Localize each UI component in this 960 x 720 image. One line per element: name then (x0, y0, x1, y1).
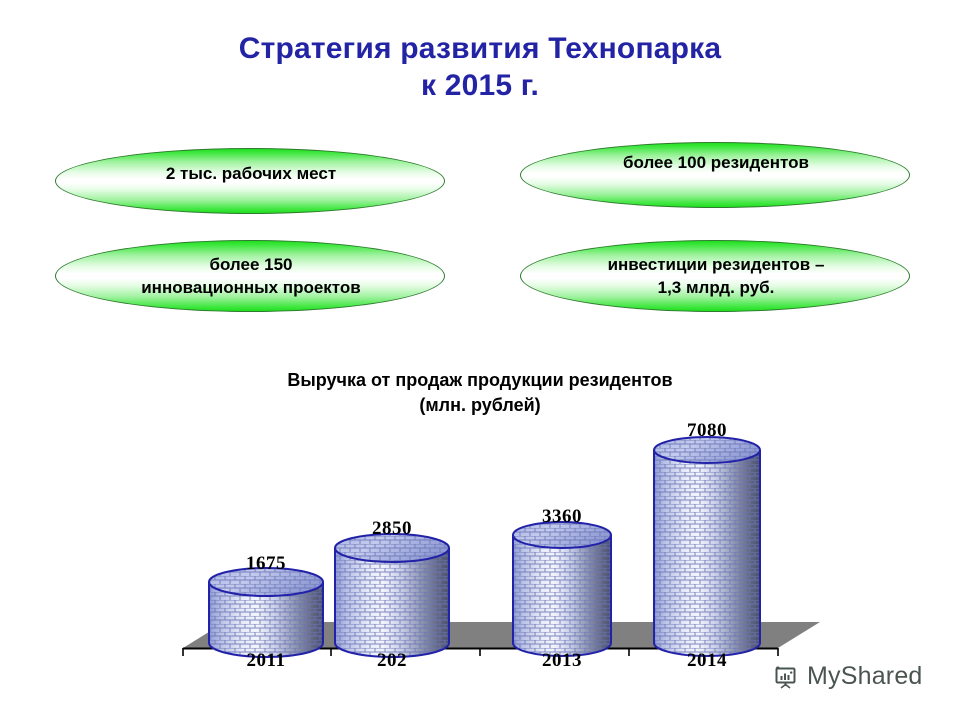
bar-cylinder-202 (334, 533, 450, 658)
bar-value-label-2013: 3360 (542, 506, 582, 527)
bar-cylinder-2011 (208, 567, 324, 658)
revenue-bar-chart: Выручка от продаж продукции резидентов (… (0, 360, 960, 720)
myshared-watermark: MyShared (772, 662, 923, 691)
highlight-label-jobs: 2 тыс. рабочих мест (165, 164, 337, 183)
bar-cylinder-2014 (653, 436, 761, 657)
highlight-label-residents: более 100 резидентов (623, 153, 809, 172)
bar-value-label-2014: 7080 (687, 420, 727, 441)
highlight-label-investments: инвестиции резидентов – 1,3 млрд. руб. (607, 255, 825, 297)
highlight-ellipse-projects: более 150 инновационных проектов (55, 240, 445, 312)
chart-plot-area (182, 436, 820, 658)
presentation-board-icon (775, 665, 796, 689)
highlight-ellipse-residents: более 100 резидентов (520, 142, 910, 208)
highlight-ellipse-jobs: 2 тыс. рабочих мест (55, 148, 445, 214)
category-label-2011: 2011 (246, 650, 286, 671)
page-title-line-1: Стратегия развития Технопарка (238, 32, 722, 65)
bar-cylinder-2013 (512, 521, 612, 657)
chart-title: Выручка от продаж продукции резидентов (… (287, 370, 673, 415)
category-label-202: 202 (377, 650, 407, 671)
bar-value-label-2011: 1675 (246, 553, 286, 574)
highlight-label-projects: более 150 инновационных проектов (141, 255, 361, 297)
bar-value-label-202: 2850 (372, 518, 412, 539)
page-title: Стратегия развития Технопарка к 2015 г. (0, 30, 960, 104)
highlight-ellipse-investments: инвестиции резидентов – 1,3 млрд. руб. (520, 240, 910, 312)
category-label-2013: 2013 (542, 650, 582, 671)
page-title-line-2: к 2015 г. (420, 69, 540, 102)
watermark-label: MyShared (807, 662, 923, 690)
category-label-2014: 2014 (687, 650, 727, 671)
